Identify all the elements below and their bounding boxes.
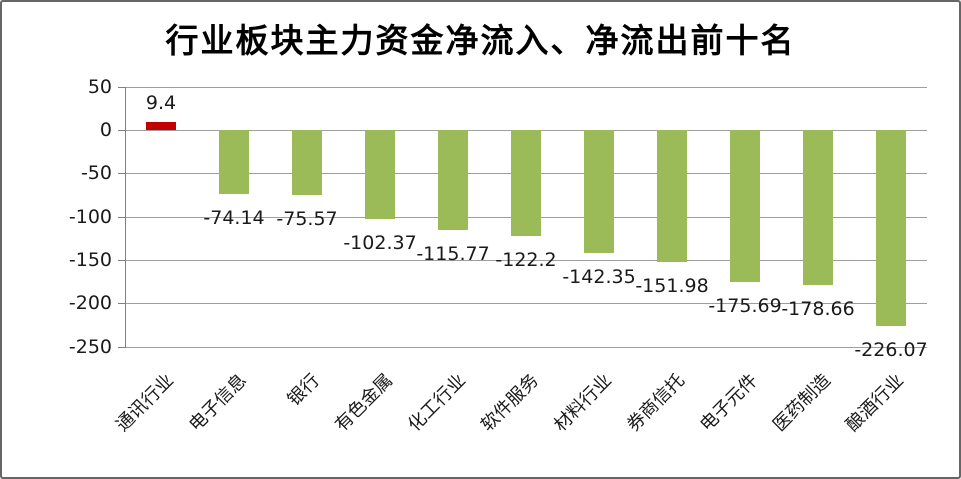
value-label: -102.37 — [343, 232, 417, 254]
bar — [511, 130, 541, 236]
y-tick-label: 50 — [87, 76, 112, 98]
y-tick-label: -200 — [68, 292, 112, 314]
y-tick-label: -250 — [68, 336, 112, 358]
y-tick-mark — [118, 87, 125, 88]
bar — [219, 130, 249, 194]
value-label: -75.57 — [276, 208, 338, 230]
gridline — [125, 260, 927, 261]
chart-title: 行业板块主力资金净流入、净流出前十名 — [165, 21, 796, 60]
bar — [730, 130, 760, 282]
y-tick-mark — [118, 130, 125, 131]
y-tick-mark — [118, 260, 125, 261]
y-tick-label: -150 — [68, 249, 112, 271]
gridline — [125, 87, 927, 88]
value-label: -226.07 — [854, 339, 928, 361]
value-label: 9.4 — [145, 92, 177, 114]
bar — [146, 122, 176, 130]
y-tick-mark — [118, 217, 125, 218]
y-tick-mark — [118, 173, 125, 174]
y-tick-label: 0 — [99, 119, 112, 141]
y-tick-label: -100 — [68, 206, 112, 228]
value-label: -151.98 — [635, 275, 709, 297]
y-tick-label: -50 — [80, 162, 112, 184]
y-tick-mark — [118, 347, 125, 348]
value-label: -74.14 — [203, 207, 265, 229]
value-label: -115.77 — [416, 243, 490, 265]
value-label: -142.35 — [562, 266, 636, 288]
bar — [584, 130, 614, 253]
value-label: -175.69 — [708, 295, 782, 317]
value-label: -122.2 — [495, 249, 557, 271]
gridline — [125, 347, 927, 348]
y-axis — [125, 87, 126, 348]
bar — [292, 130, 322, 195]
value-label: -178.66 — [781, 298, 855, 320]
bar — [876, 130, 906, 326]
bar — [438, 130, 468, 230]
y-tick-mark — [118, 303, 125, 304]
gridline — [125, 303, 927, 304]
bar — [365, 130, 395, 219]
bar — [657, 130, 687, 262]
bar — [803, 130, 833, 285]
